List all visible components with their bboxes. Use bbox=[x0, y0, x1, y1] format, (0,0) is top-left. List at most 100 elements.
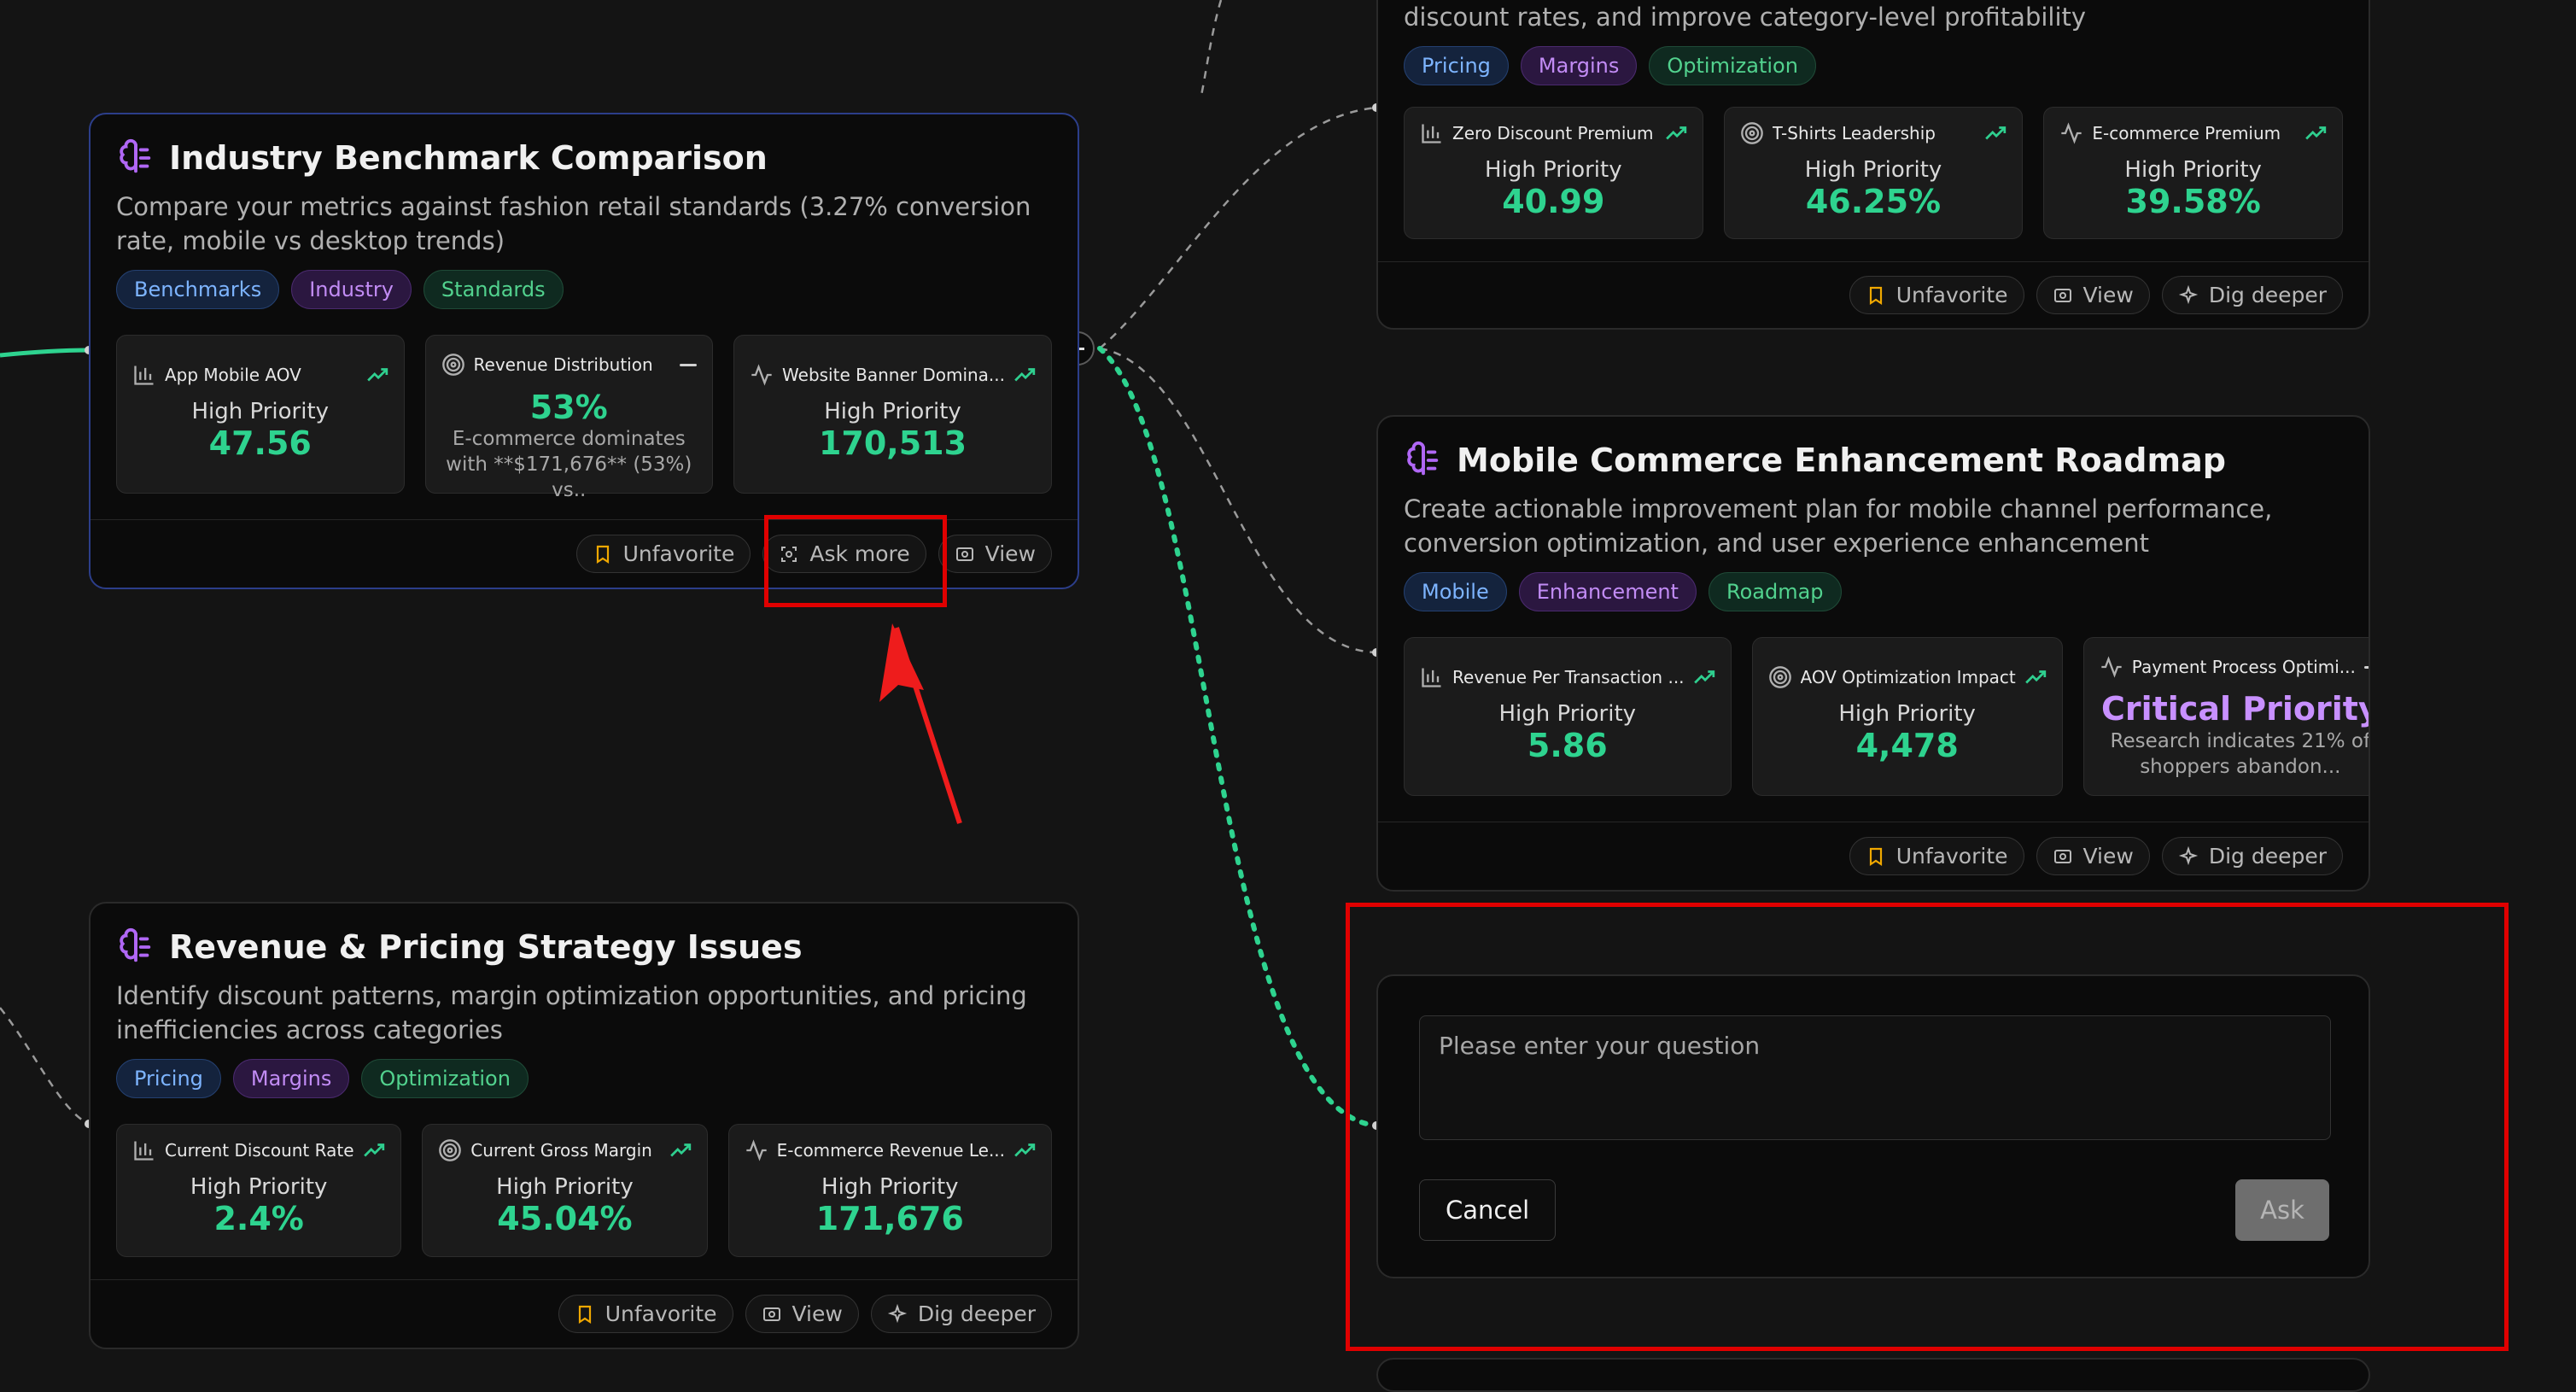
priority-label: High Priority bbox=[2124, 157, 2262, 183]
card-title: Mobile Commerce Enhancement Roadmap bbox=[1457, 442, 2226, 479]
metric-t-shirts-leadership[interactable]: T-Shirts Leadership High Priority 46.25% bbox=[1723, 107, 2024, 239]
highlight-ask-panel bbox=[1346, 903, 2509, 1351]
tag-optimization: Optimization bbox=[361, 1059, 529, 1098]
metric-value: 170,513 bbox=[818, 424, 967, 462]
metric-label: Website Banner Domina... bbox=[782, 365, 1006, 385]
metric-label: Revenue Distribution bbox=[473, 354, 653, 375]
priority-label: High Priority bbox=[821, 1174, 959, 1200]
metric-insight: Research indicates 21% of shoppers aband… bbox=[2110, 730, 2370, 778]
metric-ecommerce-revenue[interactable]: E-commerce Revenue Le... High Priority 1… bbox=[727, 1124, 1053, 1257]
metric-revenue-per-transaction[interactable]: Revenue Per Transaction ... High Priorit… bbox=[1404, 637, 1732, 796]
tag-optimization: Optimization bbox=[1649, 46, 1816, 85]
question-input[interactable] bbox=[1419, 1015, 2331, 1140]
tag-roadmap: Roadmap bbox=[1708, 572, 1842, 611]
metric-current-discount-rate[interactable]: Current Discount Rate High Priority 2.4% bbox=[116, 1124, 402, 1257]
trend-up-icon bbox=[1693, 670, 1714, 684]
tag-mobile: Mobile bbox=[1404, 572, 1507, 611]
dig-deeper-button[interactable]: Dig deeper bbox=[2161, 837, 2343, 875]
unfavorite-button[interactable]: Unfavorite bbox=[1849, 837, 2024, 875]
metric-value: 45.04% bbox=[497, 1200, 633, 1237]
view-icon bbox=[762, 1307, 780, 1321]
unfavorite-button[interactable]: Unfavorite bbox=[558, 1295, 733, 1333]
metric-label: App Mobile AOV bbox=[165, 365, 301, 385]
priority-label: High Priority bbox=[496, 1174, 634, 1200]
metric-ecommerce-premium[interactable]: E-commerce Premium High Priority 39.58% bbox=[2043, 107, 2344, 239]
metric-aov-optimization-impact[interactable]: AOV Optimization Impact High Priority 4,… bbox=[1751, 637, 2063, 796]
sparkle-icon bbox=[2178, 845, 2198, 865]
view-button[interactable]: View bbox=[938, 535, 1052, 573]
view-button[interactable]: View bbox=[2036, 276, 2150, 314]
card-title: Industry Benchmark Comparison bbox=[169, 139, 768, 177]
tag-margins: Margins bbox=[1520, 46, 1638, 85]
metric-website-banner[interactable]: Website Banner Domina... High Priority 1… bbox=[733, 335, 1053, 494]
button-label: Unfavorite bbox=[1895, 844, 2008, 869]
scan-icon bbox=[781, 546, 797, 562]
sparkle-icon bbox=[887, 1303, 907, 1323]
priority-label: High Priority bbox=[824, 399, 961, 424]
brain-icon bbox=[120, 927, 151, 962]
view-icon bbox=[2053, 849, 2071, 863]
trend-up-icon bbox=[1665, 126, 1686, 140]
metric-value: 40.99 bbox=[1502, 183, 1605, 220]
collapse-dash-icon[interactable] bbox=[680, 363, 698, 366]
revenue-pricing-card[interactable]: Revenue & Pricing Strategy Issues Identi… bbox=[89, 902, 1079, 1349]
metric-label: Zero Discount Premium bbox=[1452, 123, 1654, 143]
cancel-button[interactable]: Cancel bbox=[1419, 1179, 1557, 1241]
metric-value: 2.4% bbox=[213, 1200, 304, 1237]
metric-value: 47.56 bbox=[208, 424, 312, 462]
bar-chart-icon bbox=[1422, 124, 1441, 143]
button-label: Dig deeper bbox=[2208, 844, 2327, 869]
metric-value: 171,676 bbox=[815, 1200, 964, 1237]
metric-insight: E-commerce dominates with **$171,676** (… bbox=[446, 428, 692, 501]
tag-enhancement: Enhancement bbox=[1518, 572, 1697, 611]
metric-current-gross-margin[interactable]: Current Gross Margin High Priority 45.04… bbox=[422, 1124, 708, 1257]
tag-benchmarks: Benchmarks bbox=[116, 270, 280, 309]
bookmark-icon bbox=[1869, 286, 1882, 305]
target-icon bbox=[441, 354, 464, 376]
metric-label: Revenue Per Transaction ... bbox=[1452, 667, 1685, 687]
button-label: Unfavorite bbox=[605, 1301, 717, 1326]
ask-more-button[interactable]: Ask more bbox=[762, 535, 926, 573]
metric-payment-process[interactable]: Payment Process Optimi... Critical Prior… bbox=[2082, 637, 2370, 796]
metric-value: 46.25% bbox=[1805, 183, 1942, 220]
trend-up-icon bbox=[366, 368, 388, 382]
activity-icon bbox=[751, 364, 772, 386]
next-card-peek bbox=[1376, 1358, 2370, 1392]
brain-icon bbox=[120, 138, 151, 173]
metric-label: E-commerce Premium bbox=[2092, 123, 2281, 143]
button-label: View bbox=[791, 1301, 843, 1326]
dig-deeper-button[interactable]: Dig deeper bbox=[2161, 276, 2343, 314]
bookmark-icon bbox=[1869, 847, 1882, 866]
card-description: Identify discount patterns, margin optim… bbox=[116, 981, 1027, 1044]
industry-benchmark-card[interactable]: Industry Benchmark Comparison Compare yo… bbox=[89, 113, 1079, 589]
trend-up-icon bbox=[2305, 126, 2327, 140]
metric-value: 39.58% bbox=[2125, 183, 2261, 220]
dig-deeper-button[interactable]: Dig deeper bbox=[870, 1295, 1052, 1333]
sparkle-icon bbox=[2178, 284, 2198, 304]
metric-app-mobile-aov[interactable]: App Mobile AOV High Priority 47.56 bbox=[116, 335, 405, 494]
view-button[interactable]: View bbox=[2036, 837, 2150, 875]
unfavorite-button[interactable]: Unfavorite bbox=[1849, 276, 2024, 314]
metric-value: 4,478 bbox=[1855, 727, 1959, 764]
button-label: View bbox=[984, 541, 1036, 566]
view-icon bbox=[955, 547, 973, 561]
button-label: Unfavorite bbox=[622, 541, 735, 566]
tag-pricing: Pricing bbox=[1404, 46, 1509, 85]
highlight-ask-more bbox=[764, 515, 947, 607]
target-icon bbox=[1768, 666, 1791, 688]
collapse-dash-icon[interactable] bbox=[2363, 665, 2369, 669]
card-description: discount rates, and improve category-lev… bbox=[1404, 3, 2087, 32]
metric-zero-discount-premium[interactable]: Zero Discount Premium High Priority 40.9… bbox=[1404, 107, 1703, 239]
metric-revenue-distribution[interactable]: Revenue Distribution 53% E-commerce domi… bbox=[424, 335, 714, 501]
button-label: Dig deeper bbox=[917, 1301, 1036, 1326]
activity-icon bbox=[2061, 122, 2082, 144]
view-button[interactable]: View bbox=[745, 1295, 859, 1333]
metric-label: T-Shirts Leadership bbox=[1772, 123, 1936, 143]
metric-label: Current Discount Rate bbox=[165, 1140, 354, 1161]
priority-label: Critical Priority bbox=[2100, 690, 2370, 728]
metric-value: 5.86 bbox=[1527, 727, 1608, 764]
mobile-commerce-card[interactable]: Mobile Commerce Enhancement Roadmap Crea… bbox=[1376, 415, 2370, 892]
ask-button[interactable]: Ask bbox=[2235, 1179, 2329, 1241]
card-description: Compare your metrics against fashion ret… bbox=[116, 192, 1031, 255]
unfavorite-button[interactable]: Unfavorite bbox=[575, 535, 751, 573]
